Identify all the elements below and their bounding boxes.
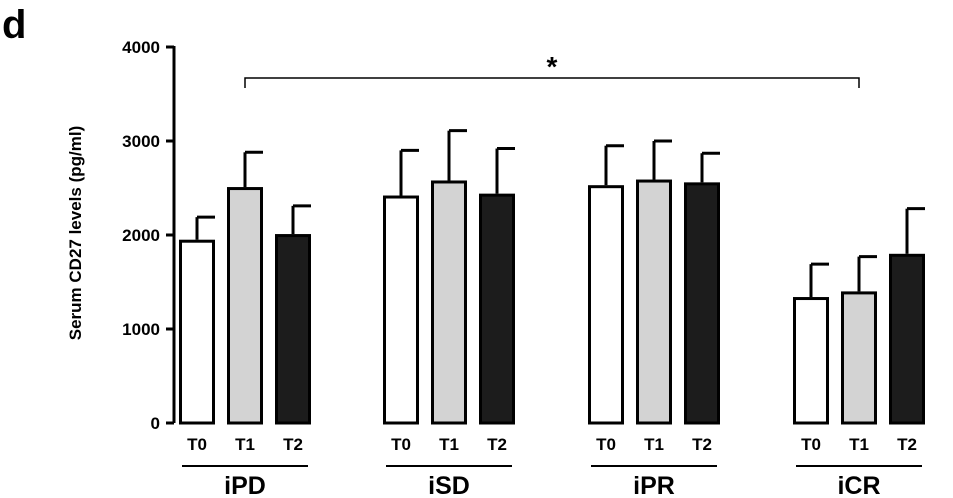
significance-layer: * <box>244 51 860 88</box>
y-tick-label: 4000 <box>122 38 160 57</box>
group-label: iPD <box>224 472 266 498</box>
error-bars-layer <box>195 129 925 298</box>
bar-iSD-T2 <box>479 193 515 425</box>
group-labels-layer: iPD iSD iPR iCR <box>182 465 922 498</box>
x-category-label: T1 <box>849 435 869 454</box>
bar-iPD-T2 <box>275 234 311 425</box>
bar-iCR-T0 <box>793 297 829 425</box>
x-category-label: T2 <box>283 435 303 454</box>
x-categories-layer: T0 T1 T2 T0 T1 T2 T0 T1 T2 T0 T1 T2 <box>187 435 917 454</box>
bar-iSD-T0 <box>383 195 419 425</box>
x-category-label: T0 <box>391 435 411 454</box>
y-tick-label: 2000 <box>122 226 160 245</box>
group-label: iSD <box>428 472 470 498</box>
group-label: iPR <box>633 472 675 498</box>
x-category-label: T0 <box>187 435 207 454</box>
y-tick-label: 3000 <box>122 132 160 151</box>
bars-layer <box>179 179 925 425</box>
bar-iPD-T0 <box>179 239 215 425</box>
bar-iCR-T1 <box>841 291 877 425</box>
x-category-label: T1 <box>644 435 664 454</box>
x-category-label: T2 <box>897 435 917 454</box>
bar-iCR-T2 <box>889 253 925 425</box>
y-axis-label: Serum CD27 levels (pg/ml) <box>66 126 85 340</box>
bar-iPR-T1 <box>636 179 672 425</box>
x-category-label: T2 <box>487 435 507 454</box>
x-category-label: T2 <box>692 435 712 454</box>
y-tick-label: 1000 <box>122 320 160 339</box>
y-ticks-layer: 0 1000 2000 3000 4000 <box>122 38 174 433</box>
bar-iPD-T1 <box>227 187 263 425</box>
x-category-label: T1 <box>235 435 255 454</box>
group-label: iCR <box>837 472 880 498</box>
bar-iSD-T1 <box>431 180 467 425</box>
significance-bracket <box>244 77 860 88</box>
bar-iPR-T2 <box>684 182 720 425</box>
x-category-label: T0 <box>596 435 616 454</box>
x-category-label: T1 <box>439 435 459 454</box>
x-category-label: T0 <box>801 435 821 454</box>
bar-iPR-T0 <box>588 185 624 425</box>
panel-label: d <box>2 3 26 47</box>
significance-star: * <box>547 51 558 82</box>
y-tick-label: 0 <box>151 414 160 433</box>
